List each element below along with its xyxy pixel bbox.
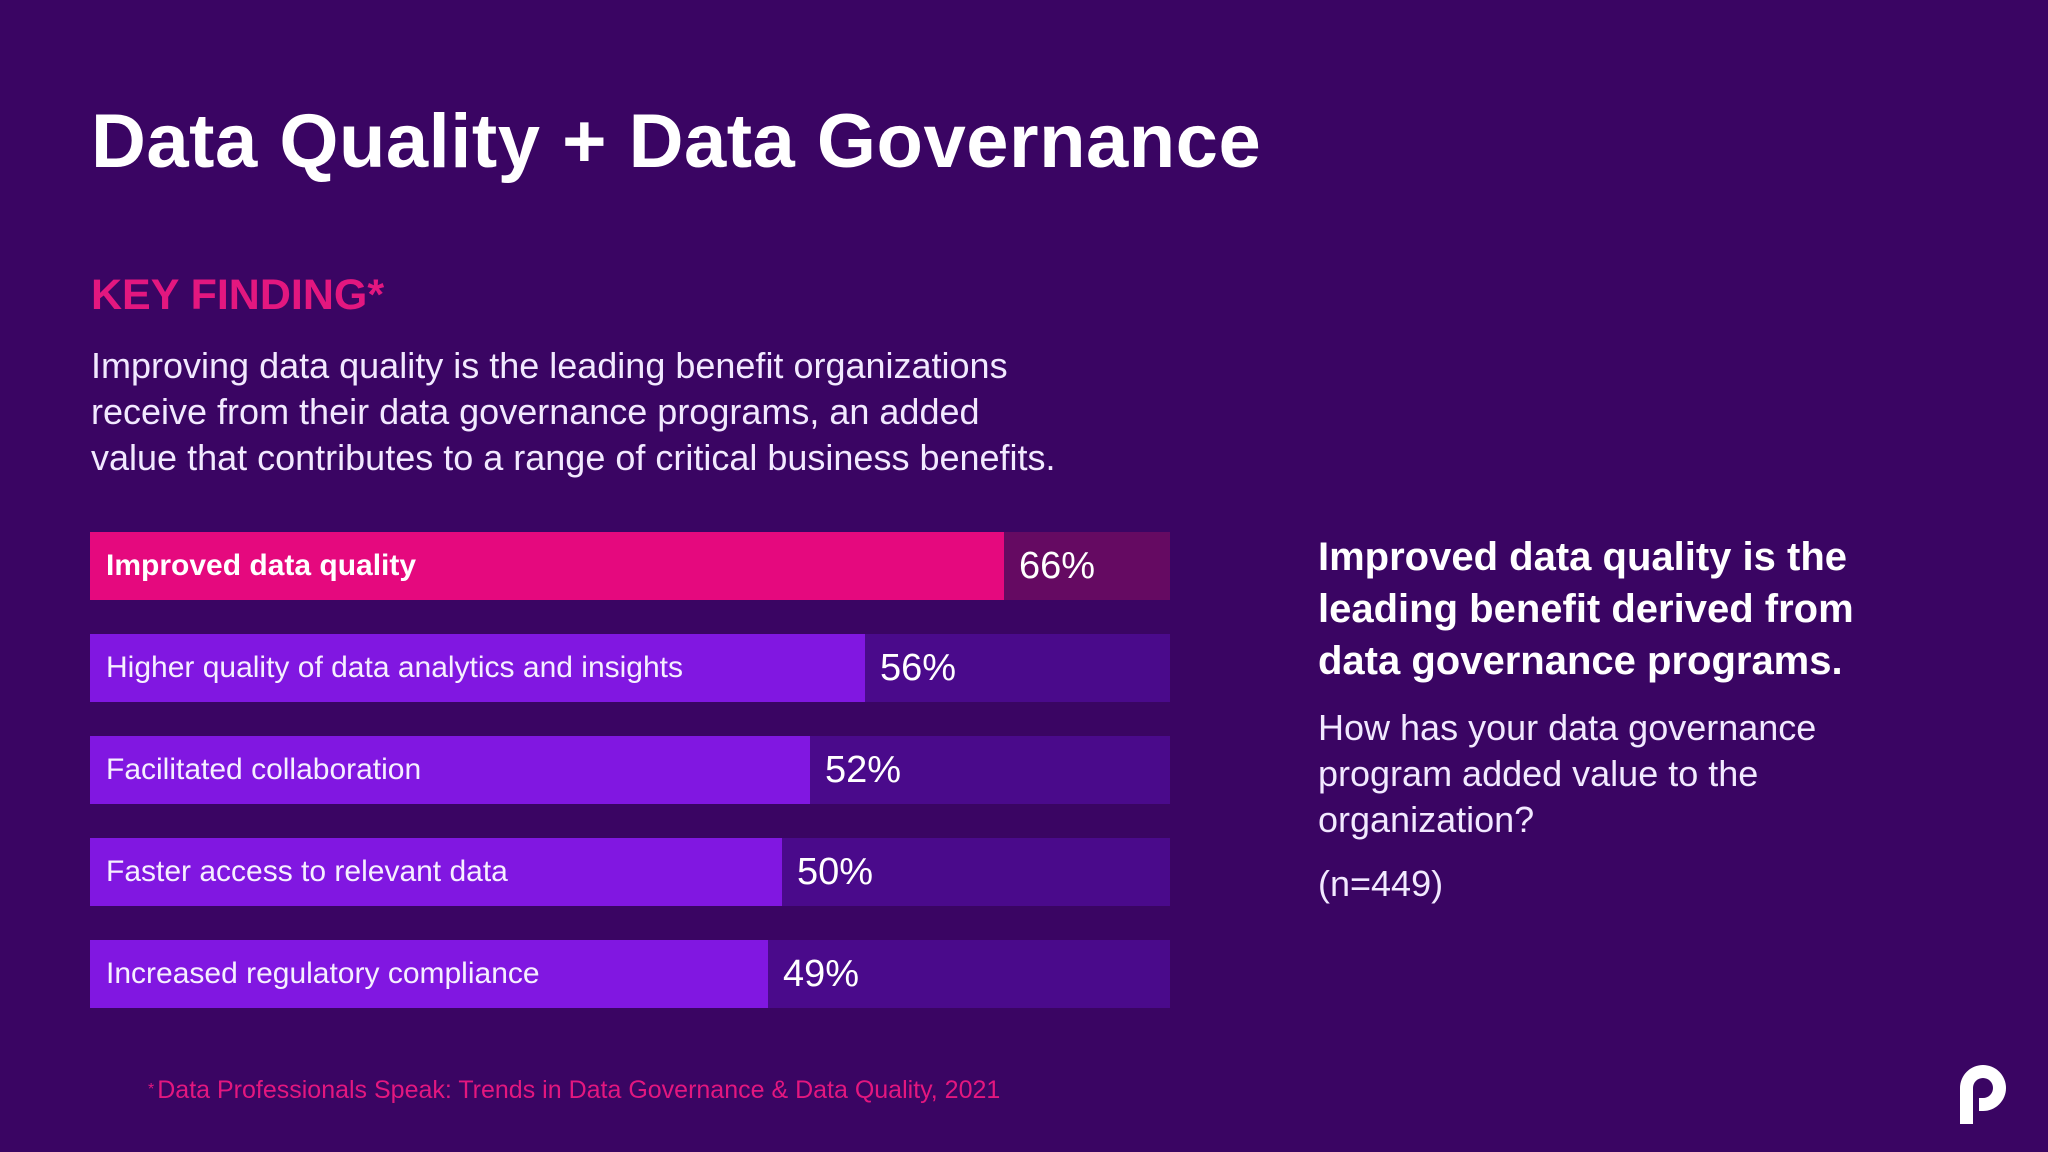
chart-bar <box>90 532 1004 600</box>
insight-headline: Improved data quality is the leading ben… <box>1318 531 1968 687</box>
bar-value-label: 66% <box>1019 545 1096 587</box>
chart-row: Increased regulatory compliance 49% <box>90 940 1170 1008</box>
headline-line: Improved data quality is the <box>1318 535 1848 579</box>
insight-panel: Improved data quality is the leading ben… <box>1318 531 1968 907</box>
bar-value-label: 56% <box>880 647 957 689</box>
summary-line: value that contributes to a range of cri… <box>91 437 1056 478</box>
footnote-text: Data Professionals Speak: Trends in Data… <box>157 1076 1001 1104</box>
question-line: organization? <box>1318 799 1535 840</box>
bar-category-label: Facilitated collaboration <box>106 753 422 786</box>
p-logo-icon <box>1960 1065 2006 1124</box>
headline-line: leading benefit derived from <box>1318 587 1854 631</box>
benefit-bar-chart: Improved data quality 66% Higher quality o… <box>90 532 1170 1010</box>
slide-title: Data Quality + Data Governance <box>91 99 1262 184</box>
chart-row: Facilitated collaboration 52% <box>90 736 1170 804</box>
chart-bar <box>90 736 810 804</box>
key-finding-label: KEY FINDING* <box>91 271 385 319</box>
chart-bar <box>90 634 865 702</box>
summary-line: Improving data quality is the leading be… <box>91 345 1008 386</box>
bar-value-label: 49% <box>783 953 860 995</box>
chart-bar <box>90 838 782 906</box>
bar-category-label: Higher quality of data analytics and ins… <box>106 651 684 684</box>
footnote-marker: * <box>148 1081 155 1098</box>
sample-size: (n=449) <box>1318 863 1444 904</box>
chart-row: Higher quality of data analytics and ins… <box>90 634 1170 702</box>
key-finding-summary: Improving data quality is the leading be… <box>91 343 1291 481</box>
summary-line: receive from their data governance progr… <box>91 391 980 432</box>
question-line: How has your data governance <box>1318 707 1817 748</box>
bar-value-label: 52% <box>825 749 902 791</box>
bar-category-label: Faster access to relevant data <box>106 855 508 888</box>
bar-category-label: Increased regulatory compliance <box>106 957 540 990</box>
chart-row: Faster access to relevant data 50% <box>90 838 1170 906</box>
headline-line: data governance programs. <box>1318 639 1843 683</box>
source-footnote: * Data Professionals Speak: Trends in Dat… <box>148 1073 1148 1107</box>
chart-bar <box>90 940 768 1008</box>
survey-question: How has your data governance program add… <box>1318 705 1968 843</box>
bar-category-label: Improved data quality <box>106 549 417 582</box>
bar-value-label: 50% <box>797 851 874 893</box>
chart-row: Improved data quality 66% <box>90 532 1170 600</box>
question-line: program added value to the <box>1318 753 1759 794</box>
